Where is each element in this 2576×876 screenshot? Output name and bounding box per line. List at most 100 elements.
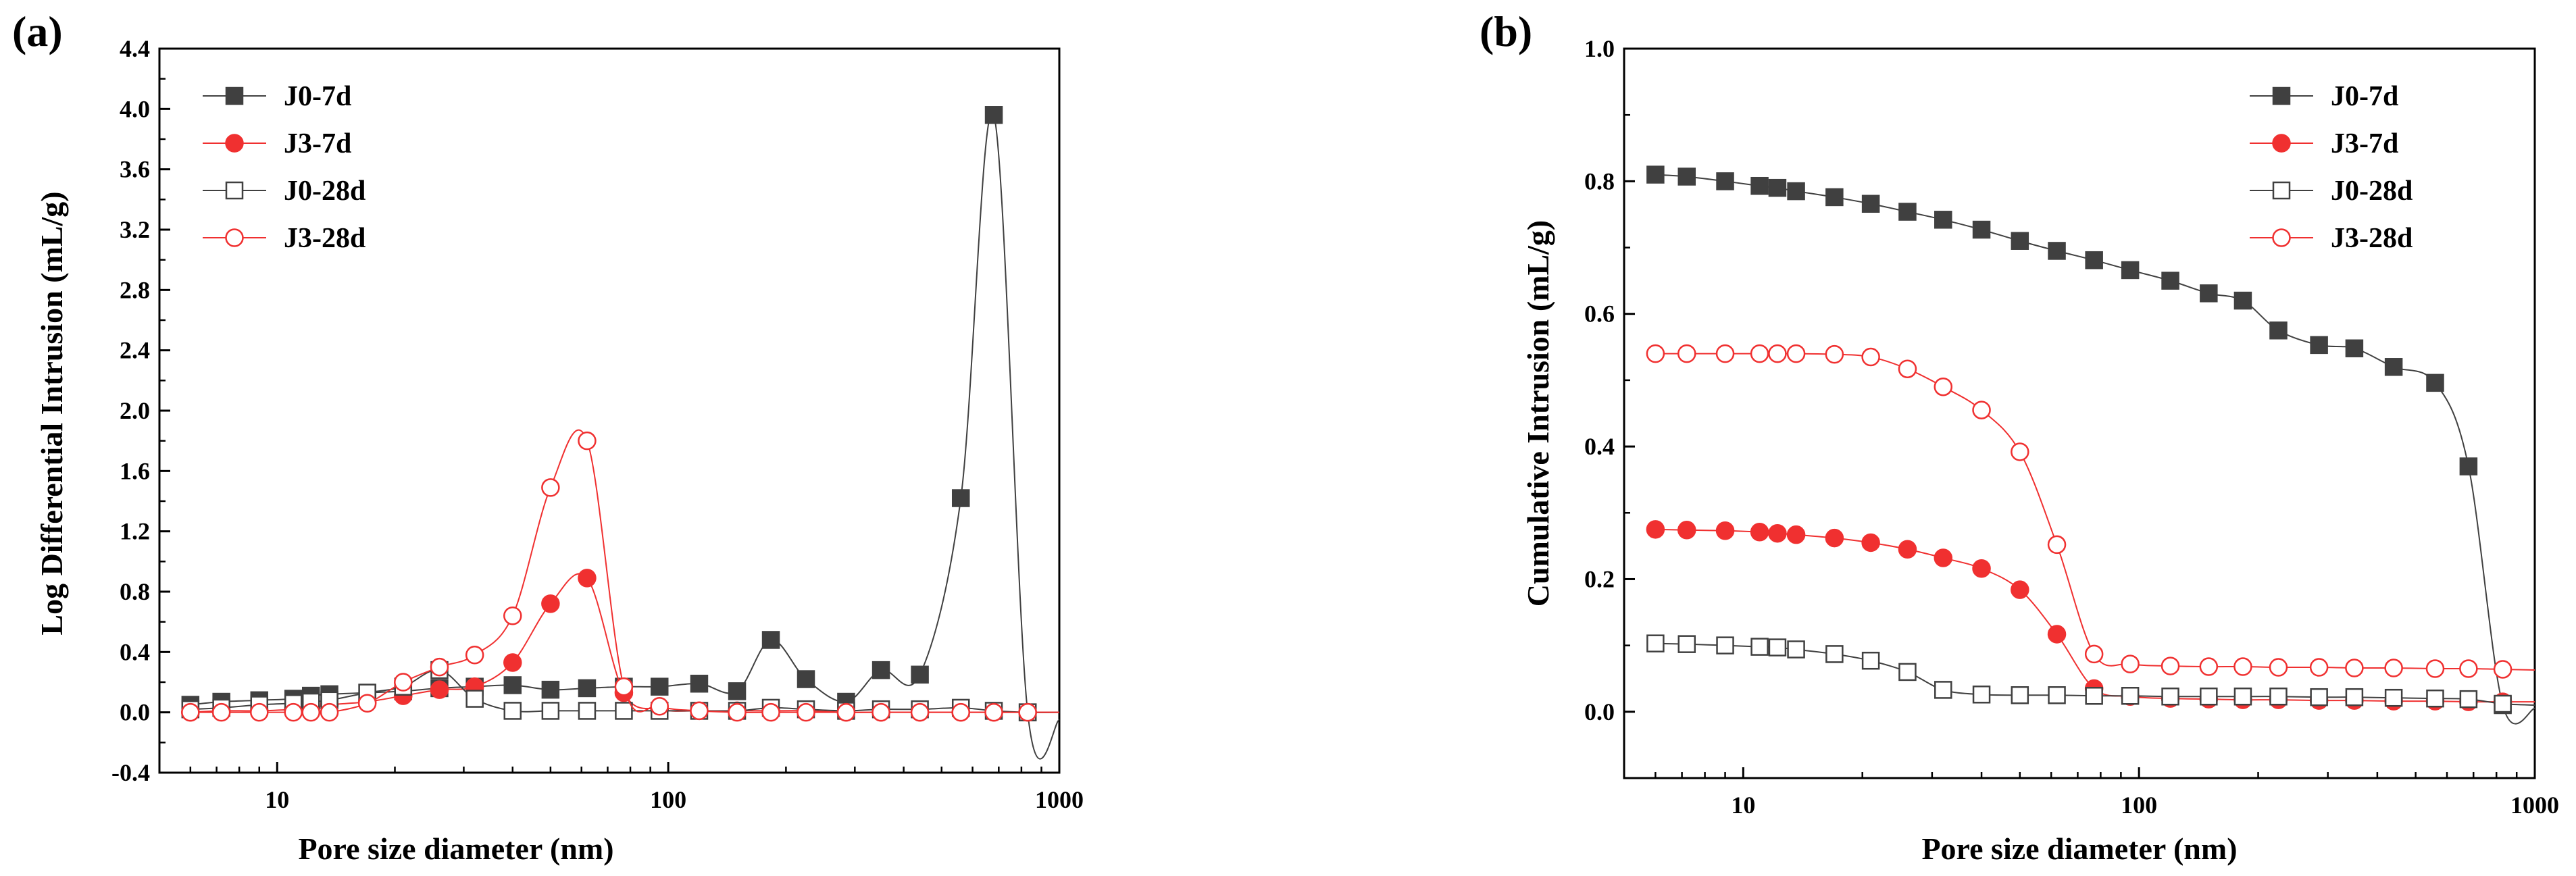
panel-b-data-point: [2494, 694, 2512, 713]
panel-b-data-point: [2345, 659, 2364, 677]
panel-b-y-tick-label: 0.4: [1584, 433, 1615, 460]
panel-a-y-tick-label: 4.4: [120, 35, 150, 62]
panel-b-x-tick-label: 1000: [2510, 792, 2559, 819]
panel-b-x-tick-label: 10: [1731, 792, 1755, 819]
panel-b-data-point: [1972, 401, 1991, 419]
panel-a-y-tick-label: 1.2: [120, 518, 150, 545]
panel-b-series-line: [1655, 528, 2535, 703]
panel-a-data-point: [465, 646, 484, 665]
panel-a-data-point: [615, 702, 633, 720]
panel-b-data-point: [1861, 347, 1880, 367]
panel-b-legend-marker: [2272, 134, 2291, 153]
panel-a-data-point: [728, 702, 747, 722]
panel-a-data-point: [320, 702, 339, 722]
panel-a-legend-entry: J3-28d: [203, 223, 365, 254]
panel-a-data-point: [872, 702, 890, 722]
panel-b-data-point: [1825, 344, 1844, 364]
panel-b-data-point: [2384, 688, 2403, 707]
panel-a-x-tick-label: 10: [265, 786, 289, 813]
panel-a-legend-entry: J0-7d: [203, 81, 351, 112]
panel-b-data-point: [2200, 284, 2218, 303]
panel-b-series-J3-7d: [1646, 520, 2535, 711]
panel-b-data-point: [1898, 359, 1917, 378]
panel-a-data-point: [1018, 702, 1037, 722]
panel-b-data-point: [2161, 656, 2180, 675]
panel-b-data-point: [1934, 211, 1952, 229]
panel-a-label: (a): [12, 7, 63, 55]
panel-b-data-point: [2121, 654, 2140, 673]
panel-a-data-point: [984, 702, 1003, 722]
panel-a-data-point: [430, 657, 449, 677]
panel-a-data-point: [503, 653, 522, 672]
panel-b-data-point: [1787, 640, 1805, 659]
panel-b-data-point: [2493, 660, 2512, 679]
panel-a-data-point: [911, 665, 929, 684]
panel-a-y-tick-label: 0.0: [120, 699, 150, 726]
panel-b-y-tick-label: 0.2: [1584, 565, 1615, 592]
panel-b-data-point: [2047, 535, 2067, 555]
panel-a-legend-entry: J0-28d: [203, 176, 365, 207]
panel-b-data-point: [2384, 358, 2403, 376]
panel-b-legend-marker: [2272, 228, 2291, 247]
panel-a-data-point: [430, 680, 449, 699]
panel-b-data-point: [1646, 344, 1665, 363]
panel-b-data-point: [2233, 657, 2252, 676]
panel-b-data-point: [2459, 690, 2478, 708]
panel-b-series-line: [1655, 353, 2535, 671]
panel-b-data-point: [1646, 634, 1665, 652]
panel-b-data-point: [2425, 659, 2445, 678]
panel-b-data-point: [1972, 220, 1991, 239]
panel-a-y-tick-label: 3.2: [120, 216, 150, 243]
panel-b-data-point: [2269, 687, 2288, 706]
panel-b-data-point: [1972, 559, 1991, 578]
panel-b-data-point: [2011, 686, 2029, 704]
panel-a-data-point: [951, 489, 970, 507]
panel-a-data-point: [650, 677, 669, 696]
panel-a-y-tick-label: 0.8: [120, 578, 150, 605]
panel-b-data-point: [1825, 645, 1844, 663]
panel-a-data-point: [578, 431, 597, 450]
panel-a-plot-area: [181, 106, 1060, 760]
panel-b-data-point: [1825, 528, 1844, 548]
panel-a-legend-label: J0-7d: [284, 81, 351, 112]
panel-b-data-point: [1750, 344, 1769, 363]
panel-b-data-point: [2011, 580, 2029, 599]
panel-a-legend-label: J0-28d: [284, 176, 365, 207]
panel-b-label: (b): [1480, 7, 1532, 55]
panel-a-data-point: [761, 631, 780, 649]
panel-b-data-point: [1934, 548, 1953, 567]
panel-b-data-point: [2459, 457, 2478, 475]
panel-a-y-tick-label: 1.6: [120, 457, 150, 484]
panel-b-y-tick-label: 0.6: [1584, 301, 1615, 328]
panel-a-data-point: [465, 690, 484, 708]
panel-b-series-J3-28d: [1646, 344, 2535, 679]
panel-b-data-point: [2459, 659, 2478, 678]
panel-b-data-point: [1646, 520, 1665, 539]
panel-b-data-point: [1750, 176, 1769, 195]
panel-b-data-point: [1861, 533, 1880, 552]
panel-a-legend-label: J3-7d: [284, 128, 351, 159]
panel-a-data-point: [181, 702, 200, 722]
panel-b-y-tick-label: 0.8: [1584, 168, 1615, 195]
panel-b-data-point: [2233, 687, 2252, 706]
panel-b-data-point: [2309, 658, 2329, 677]
panel-b-data-point: [1715, 344, 1735, 363]
panel-b-data-point: [1768, 523, 1787, 543]
panel-b-data-point: [1861, 651, 1880, 670]
panel-b-data-point: [2426, 373, 2444, 392]
panel-b-legend-label: J3-28d: [2331, 223, 2413, 254]
panel-b-legend: J0-7d J3-7d J0-28d J3-28d: [2250, 81, 2413, 254]
panel-a-data-point: [578, 679, 597, 698]
panel-a-legend-marker: [225, 228, 244, 247]
panel-b-axes: 0.0 0.2 0.4 0.6 0.8 1.0 10 100 1000: [1584, 35, 2559, 819]
panel-b-frame: [1623, 47, 2536, 779]
panel-b-plot-area: [1646, 165, 2535, 725]
panel-b-data-point: [2345, 688, 2364, 706]
panel-b-x-tick-label: 100: [2121, 792, 2157, 819]
panel-b-y-axis-title: Cumulative Intrusion (mL/g): [1521, 220, 1555, 607]
panel-b-data-point: [1898, 663, 1917, 681]
panel-b-legend-entry: J3-28d: [2250, 223, 2413, 254]
panel-b-data-point: [1786, 525, 1806, 544]
panel-b-legend-label: J0-28d: [2331, 176, 2413, 207]
